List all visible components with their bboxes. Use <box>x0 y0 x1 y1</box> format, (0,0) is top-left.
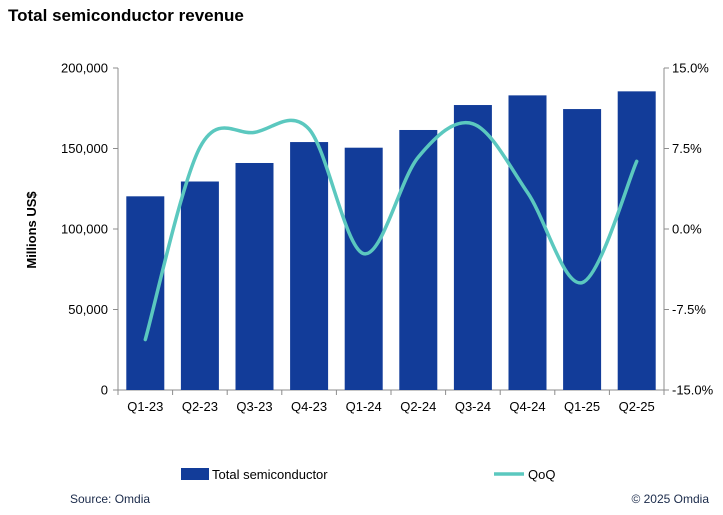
y2-tick-label: -15.0% <box>672 383 714 398</box>
bar <box>399 129 438 391</box>
line-series <box>143 118 639 342</box>
x-tick-label: Q1-24 <box>346 399 382 414</box>
x-tick-label: Q2-24 <box>400 399 436 414</box>
bar <box>508 95 547 391</box>
legend-bar-swatch <box>181 468 209 480</box>
y2-tick-label: 0.0% <box>672 222 702 237</box>
y-axis-label: Millions US$ <box>24 191 39 269</box>
y-tick-label: 0 <box>101 383 108 398</box>
x-tick-label: Q4-24 <box>509 399 545 414</box>
x-tick-label: Q2-23 <box>182 399 218 414</box>
y2-tick-label: -7.5% <box>672 302 706 317</box>
copyright-note: © 2025 Omdia <box>631 492 709 506</box>
x-tick-label: Q1-23 <box>127 399 163 414</box>
x-tick-label: Q2-25 <box>619 399 655 414</box>
qoq-line <box>143 118 639 342</box>
legend-bar-label: Total semiconductor <box>212 467 328 482</box>
chart-axes: 0 50,000 100,000 150,000 200,000 -15.0% -7.5% 0… <box>61 61 714 415</box>
bar <box>617 91 656 390</box>
bar <box>453 105 492 390</box>
chart-title: Total semiconductor revenue <box>8 6 244 25</box>
x-tick-label: Q3-24 <box>455 399 491 414</box>
y-tick-label: 150,000 <box>61 141 108 156</box>
y2-tick-label: 7.5% <box>672 141 702 156</box>
bar <box>180 181 219 390</box>
x-tick-label: Q1-25 <box>564 399 600 414</box>
y-tick-label: 50,000 <box>68 302 108 317</box>
legend: Total semiconductor QoQ <box>181 467 555 482</box>
bar <box>235 162 274 390</box>
legend-line-label: QoQ <box>528 467 555 482</box>
y-tick-label: 100,000 <box>61 222 108 237</box>
bar <box>290 142 329 390</box>
bar <box>344 147 383 390</box>
x-tick-label: Q3-23 <box>236 399 272 414</box>
bar <box>563 109 602 391</box>
y2-tick-label: 15.0% <box>672 61 709 76</box>
source-note: Source: Omdia <box>70 492 151 506</box>
x-tick-label: Q4-23 <box>291 399 327 414</box>
y-tick-label: 200,000 <box>61 61 108 76</box>
